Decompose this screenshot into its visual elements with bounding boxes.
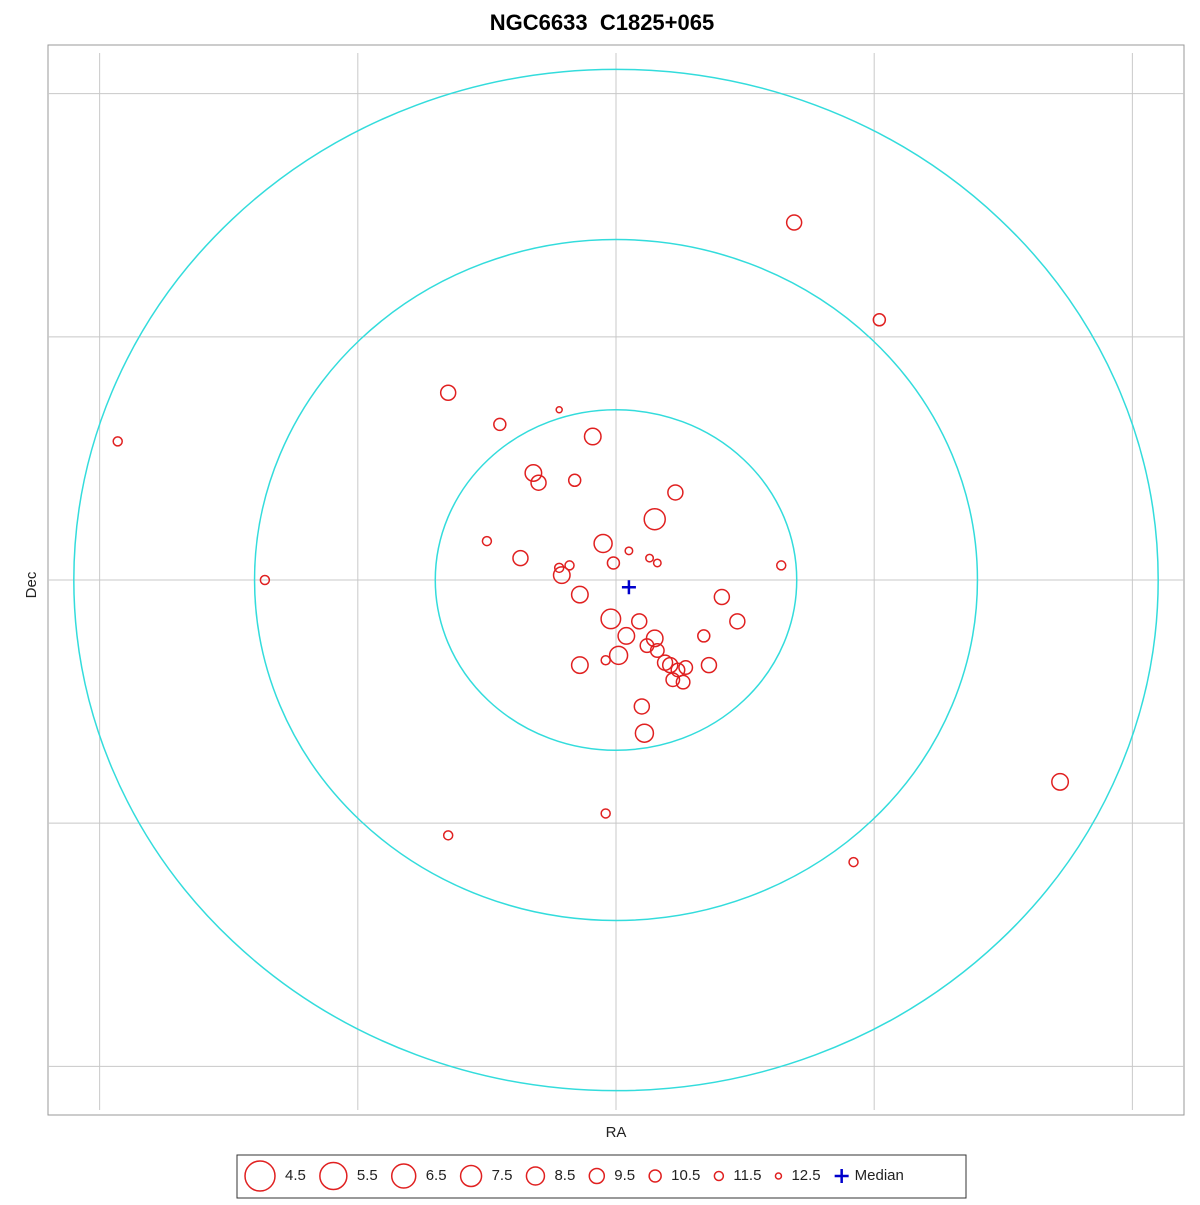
star-marker bbox=[600, 655, 611, 666]
star-marker bbox=[1051, 772, 1070, 791]
star-marker bbox=[643, 507, 666, 531]
legend-label: 9.5 bbox=[614, 1167, 635, 1184]
ring bbox=[253, 238, 979, 922]
star-marker bbox=[593, 533, 613, 554]
star-marker bbox=[624, 546, 634, 556]
star-marker bbox=[697, 629, 711, 643]
legend-label: Median bbox=[855, 1167, 904, 1184]
star-marker bbox=[661, 656, 679, 674]
legend-median-marker bbox=[834, 1169, 849, 1183]
star-marker bbox=[775, 560, 787, 571]
star-marker bbox=[608, 645, 629, 666]
star-marker bbox=[530, 474, 547, 491]
chart-title: NGC6633 C1825+065 bbox=[490, 10, 714, 35]
star-marker bbox=[600, 808, 611, 819]
star-marker bbox=[555, 406, 563, 414]
star-marker bbox=[785, 214, 803, 231]
legend-label: 4.5 bbox=[285, 1167, 306, 1184]
star-marker bbox=[442, 830, 454, 841]
star-marker bbox=[700, 656, 718, 674]
median-marker bbox=[621, 580, 636, 595]
legend-label: 12.5 bbox=[791, 1167, 820, 1184]
star-marker bbox=[512, 549, 529, 567]
star-marker bbox=[675, 674, 691, 690]
legend-marker bbox=[648, 1169, 662, 1183]
star-marker bbox=[524, 464, 543, 482]
star-marker bbox=[617, 626, 636, 645]
star-marker bbox=[713, 588, 731, 606]
legend-marker bbox=[244, 1160, 276, 1192]
legend-label: 6.5 bbox=[426, 1167, 447, 1184]
legend-label: 11.5 bbox=[733, 1167, 761, 1184]
star-marker bbox=[493, 417, 507, 432]
star-marker bbox=[630, 613, 648, 630]
star-marker bbox=[259, 574, 271, 586]
star-marker bbox=[570, 656, 589, 675]
star-marker bbox=[633, 698, 651, 715]
legend-label: 8.5 bbox=[554, 1167, 575, 1184]
legend-label: 5.5 bbox=[357, 1167, 378, 1184]
star-marker bbox=[583, 427, 602, 446]
legend-marker bbox=[588, 1167, 606, 1185]
star-marker bbox=[649, 643, 665, 659]
legend-label: 7.5 bbox=[492, 1167, 513, 1184]
legend-marker bbox=[459, 1164, 483, 1188]
legend-label: 10.5 bbox=[671, 1167, 700, 1184]
ring bbox=[434, 409, 798, 751]
star-marker bbox=[564, 560, 575, 571]
star-marker bbox=[567, 473, 582, 488]
star-marker bbox=[481, 535, 493, 547]
star-marker bbox=[678, 660, 694, 676]
star-marker bbox=[848, 856, 859, 868]
star-marker bbox=[667, 484, 684, 501]
star-marker bbox=[729, 613, 746, 630]
star-marker bbox=[570, 585, 589, 604]
legend-marker bbox=[390, 1163, 417, 1189]
legend-marker bbox=[525, 1166, 546, 1186]
legend-marker bbox=[319, 1161, 348, 1191]
star-marker bbox=[439, 384, 457, 401]
legend-marker bbox=[774, 1172, 783, 1180]
y-axis-label: Dec bbox=[23, 571, 40, 598]
ring bbox=[73, 68, 1159, 1092]
star-marker bbox=[600, 608, 622, 630]
star-marker bbox=[112, 436, 123, 447]
star-marker bbox=[552, 566, 571, 585]
legend-marker bbox=[713, 1170, 725, 1182]
star-marker bbox=[652, 558, 662, 568]
star-marker bbox=[606, 556, 621, 570]
star-marker bbox=[665, 672, 681, 688]
x-axis-label: RA bbox=[606, 1124, 627, 1141]
star-marker bbox=[645, 553, 655, 563]
star-marker bbox=[634, 723, 655, 743]
star-marker bbox=[872, 313, 887, 327]
